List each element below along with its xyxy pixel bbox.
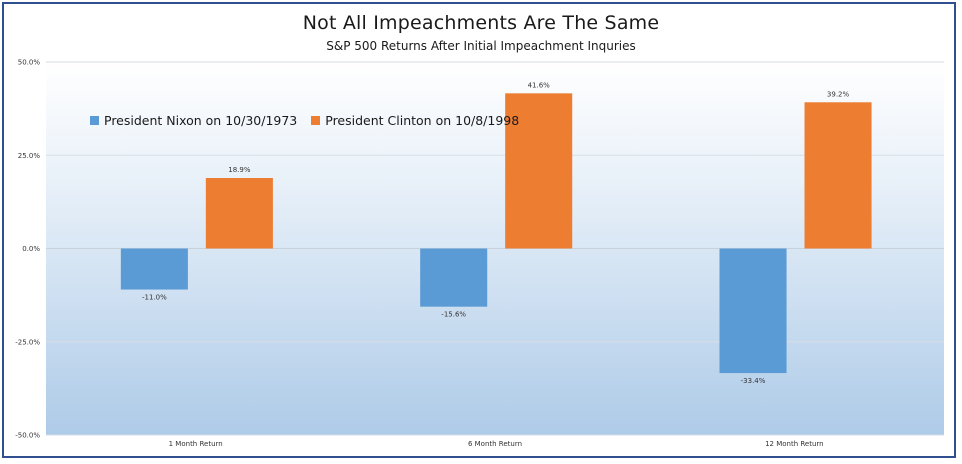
bar — [420, 248, 488, 307]
x-tick-label: 6 Month Return — [468, 440, 522, 448]
legend-swatch-clinton — [311, 116, 321, 125]
bar — [205, 178, 273, 249]
y-tick-label: -50.0% — [15, 432, 40, 440]
y-tick-label: -25.0% — [15, 338, 40, 346]
data-label: 39.2% — [827, 90, 850, 98]
legend-item-clinton: President Clinton on 10/8/1998 — [311, 113, 519, 128]
x-tick-label: 12 Month Return — [765, 440, 824, 448]
legend: President Nixon on 10/30/1973 President … — [90, 113, 533, 128]
data-label: -15.6% — [441, 311, 466, 319]
y-tick-label: 50.0% — [18, 59, 41, 67]
chart-title: Not All Impeachments Are The Same — [302, 12, 660, 34]
chart-subtitle: S&P 500 Returns After Initial Impeachmen… — [326, 39, 636, 53]
legend-label-clinton: President Clinton on 10/8/1998 — [325, 113, 520, 128]
x-tick-label: 1 Month Return — [169, 440, 223, 448]
y-tick-label: 0.0% — [22, 245, 40, 253]
legend-label-nixon: President Nixon on 10/30/1973 — [104, 113, 298, 128]
data-label: -33.4% — [741, 377, 766, 385]
bar — [719, 248, 787, 374]
bar — [505, 93, 573, 249]
bar — [804, 102, 872, 249]
data-label: 18.9% — [228, 166, 251, 174]
data-label: 41.6% — [528, 81, 551, 89]
legend-item-nixon: President Nixon on 10/30/1973 — [90, 113, 297, 128]
bar — [120, 248, 188, 290]
legend-swatch-nixon — [90, 116, 99, 125]
data-label: -11.0% — [142, 294, 167, 302]
y-tick-label: 25.0% — [18, 152, 41, 160]
